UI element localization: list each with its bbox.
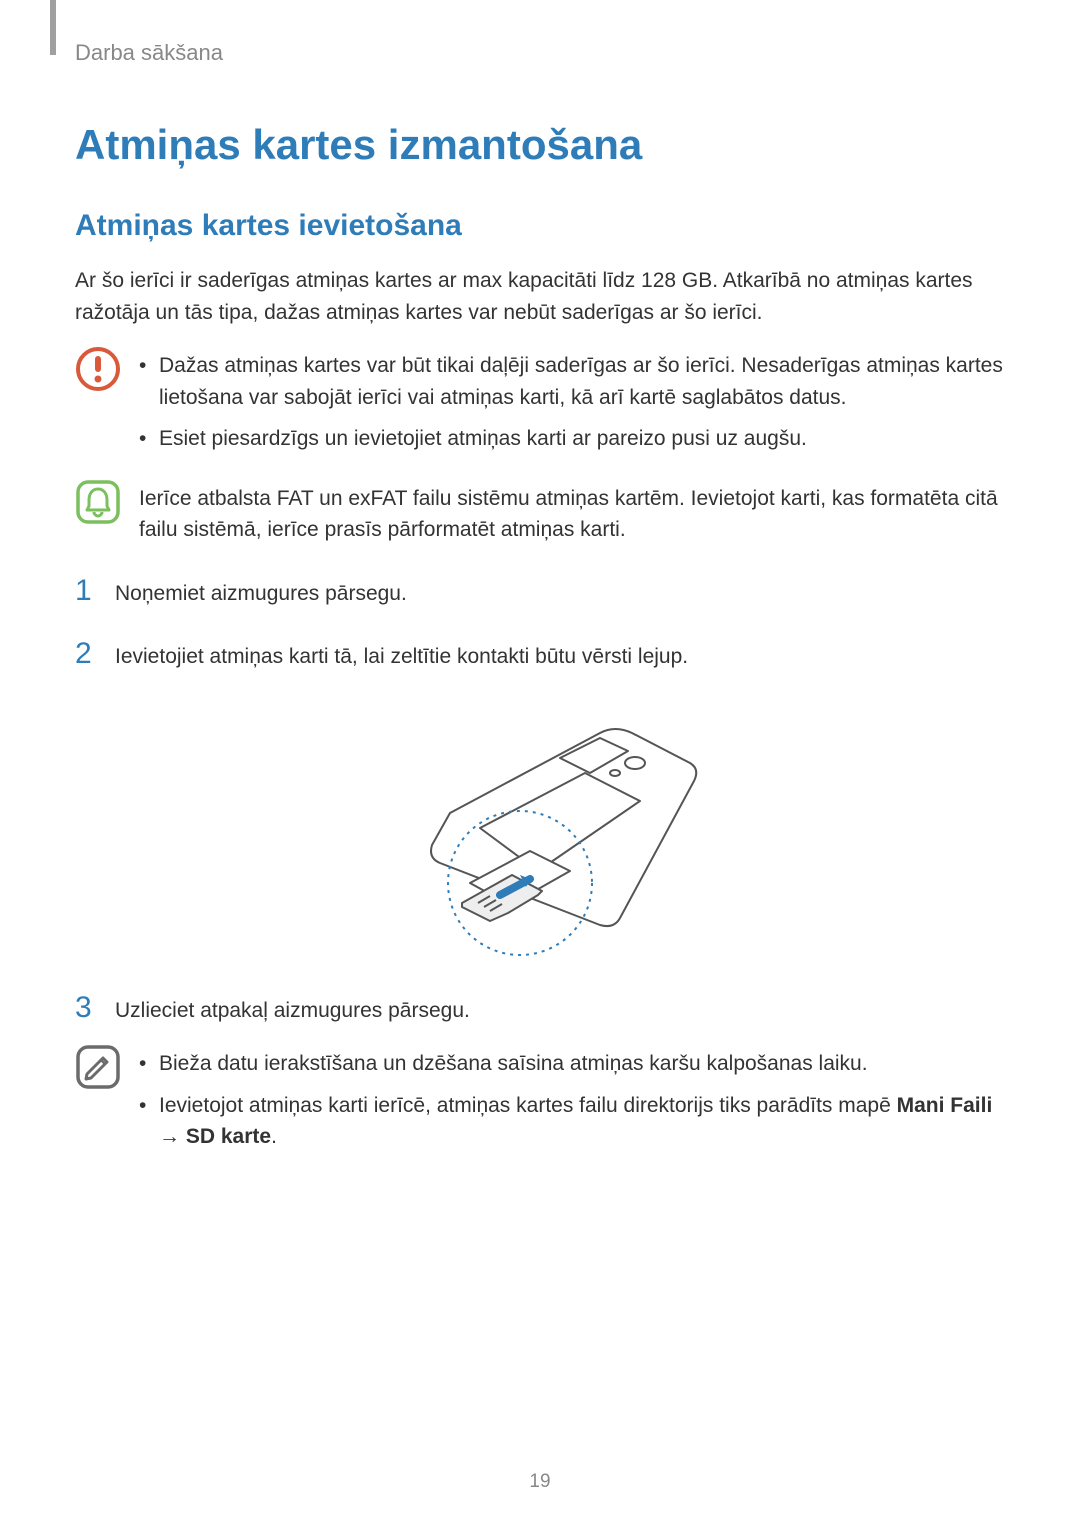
intro-paragraph: Ar šo ierīci ir saderīgas atmiņas kartes… bbox=[75, 265, 1005, 328]
caution-body: Dažas atmiņas kartes var būt tikai daļēj… bbox=[139, 346, 1005, 465]
main-title: Atmiņas kartes izmantošana bbox=[75, 121, 1005, 169]
step-2: 2 Ievietojiet atmiņas karti tā, lai zelt… bbox=[75, 637, 1005, 673]
step-text: Noņemiet aizmugures pārsegu. bbox=[115, 576, 1005, 610]
caution-callout: Dažas atmiņas kartes var būt tikai daļēj… bbox=[75, 346, 1005, 465]
page-number: 19 bbox=[0, 1471, 1080, 1493]
note-bold: SD karte bbox=[186, 1125, 271, 1148]
step-number: 2 bbox=[75, 637, 105, 671]
page-header: Darba sākšana bbox=[75, 40, 1005, 66]
step-text: Ievietojiet atmiņas karti tā, lai zeltīt… bbox=[115, 639, 1005, 673]
note-body: Bieža datu ierakstīšana un dzēšana saīsi… bbox=[139, 1044, 1005, 1163]
section-title: Atmiņas kartes ievietošana bbox=[75, 209, 1005, 243]
caution-item: Esiet piesardzīgs un ievietojiet atmiņas… bbox=[139, 423, 1005, 455]
note-callout: Bieža datu ierakstīšana un dzēšana saīsi… bbox=[75, 1044, 1005, 1163]
note-arrow: → bbox=[159, 1125, 186, 1148]
memory-card-illustration bbox=[75, 703, 1005, 963]
note-item: Ievietojot atmiņas karti ierīcē, atmiņas… bbox=[139, 1090, 1005, 1153]
note-text: . bbox=[271, 1125, 277, 1148]
caution-item: Dažas atmiņas kartes var būt tikai daļēj… bbox=[139, 350, 1005, 413]
step-number: 1 bbox=[75, 574, 105, 608]
step-number: 3 bbox=[75, 991, 105, 1025]
step-3: 3 Uzlieciet atpakaļ aizmugures pārsegu. bbox=[75, 991, 1005, 1027]
note-bold: Mani Faili bbox=[897, 1094, 993, 1117]
caution-icon bbox=[75, 346, 123, 397]
tab-indicator bbox=[50, 0, 56, 55]
info-body: Ierīce atbalsta FAT un exFAT failu sistē… bbox=[139, 479, 1005, 546]
note-text: Ievietojot atmiņas karti ierīcē, atmiņas… bbox=[159, 1094, 897, 1117]
step-text: Uzlieciet atpakaļ aizmugures pārsegu. bbox=[115, 993, 1005, 1027]
note-item: Bieža datu ierakstīšana un dzēšana saīsi… bbox=[139, 1048, 1005, 1080]
bell-icon bbox=[75, 479, 123, 530]
info-callout: Ierīce atbalsta FAT un exFAT failu sistē… bbox=[75, 479, 1005, 546]
step-1: 1 Noņemiet aizmugures pārsegu. bbox=[75, 574, 1005, 610]
pencil-note-icon bbox=[75, 1044, 123, 1095]
